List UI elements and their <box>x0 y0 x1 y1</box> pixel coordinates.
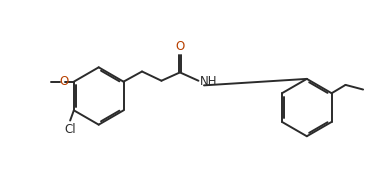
Text: O: O <box>175 40 185 53</box>
Text: Cl: Cl <box>64 123 76 136</box>
Text: O: O <box>59 75 68 88</box>
Text: NH: NH <box>200 75 217 88</box>
